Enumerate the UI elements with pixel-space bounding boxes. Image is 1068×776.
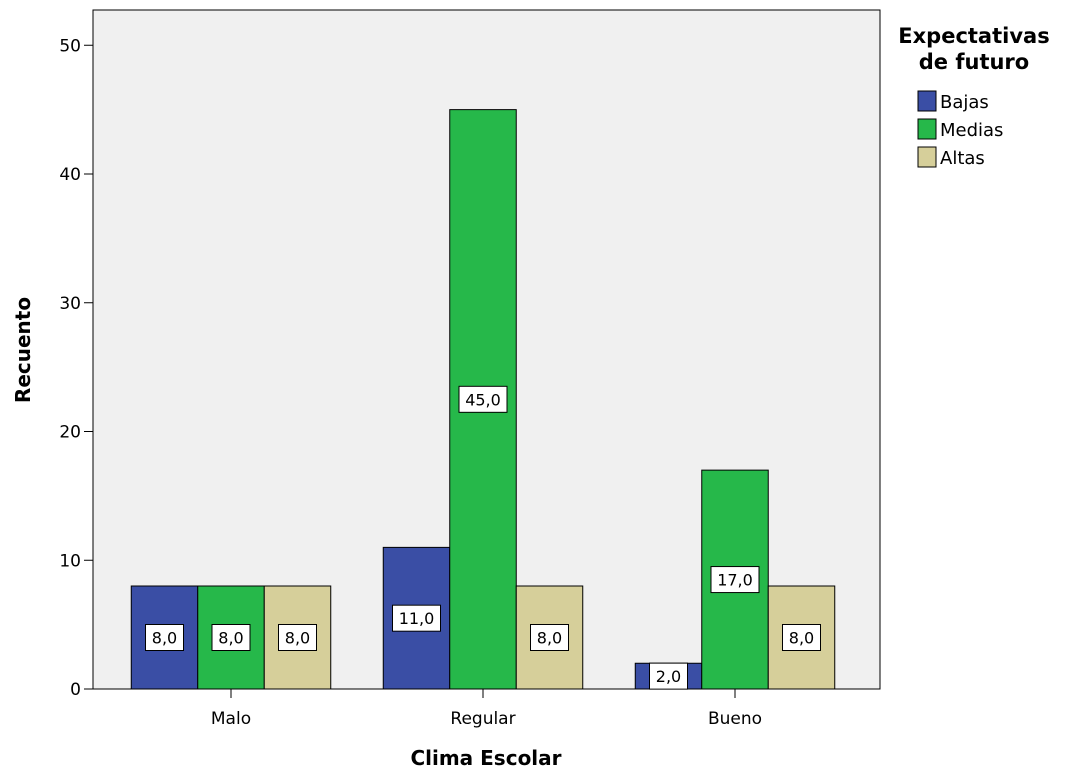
data-label-box — [392, 604, 441, 632]
legend-swatch-medias — [917, 118, 937, 140]
x-tick-label: Regular — [450, 709, 515, 729]
data-label-box — [211, 624, 251, 651]
legend-label-altas: Altas — [940, 148, 985, 169]
x-axis-title: Clima Escolar — [410, 746, 561, 770]
data-label: 2,0 — [656, 667, 681, 686]
legend-swatch-bajas — [917, 90, 937, 112]
y-axis-title: Recuento — [11, 297, 35, 403]
data-label: 8,0 — [537, 629, 562, 648]
legend-label-medias: Medias — [940, 120, 1003, 141]
data-label: 45,0 — [465, 390, 501, 409]
data-label-box — [782, 624, 821, 651]
axes-layer: 0 10 20 30 40 50 Malo Regular Bueno — [59, 10, 880, 729]
data-label: 11,0 — [399, 609, 435, 628]
data-label-box — [649, 662, 688, 690]
data-labels-layer: 8,0 8,0 8,0 11,0 45,0 8,0 2,0 17,0 8,0 — [145, 385, 821, 690]
data-label-box — [458, 385, 508, 413]
data-label: 8,0 — [152, 629, 177, 648]
data-label: 8,0 — [218, 629, 243, 648]
y-tick-label: 20 — [59, 423, 81, 443]
y-tick-label: 40 — [59, 165, 81, 185]
legend-title-line-1: Expectativas — [898, 24, 1049, 48]
data-label: 17,0 — [717, 571, 753, 590]
data-label: 8,0 — [285, 629, 310, 648]
y-tick-label: 30 — [59, 294, 81, 314]
x-tick-label: Bueno — [708, 709, 762, 729]
legend-title-line-2: de futuro — [919, 50, 1029, 74]
legend-label-bajas: Bajas — [940, 92, 989, 113]
data-label-box — [145, 624, 184, 651]
data-label-box — [278, 624, 317, 651]
legend-swatch-altas — [917, 146, 937, 168]
data-label-box — [530, 624, 569, 651]
y-tick-label: 50 — [59, 36, 81, 56]
legend: Expectativas de futuro Bajas Medias Altas — [898, 24, 1049, 169]
y-tick-label: 10 — [59, 551, 81, 571]
y-tick-label: 0 — [70, 680, 81, 700]
legend-items: Bajas Medias Altas — [917, 90, 1003, 169]
data-label-box — [710, 566, 760, 594]
data-label: 8,0 — [789, 629, 814, 648]
x-tick-label: Malo — [211, 709, 251, 729]
